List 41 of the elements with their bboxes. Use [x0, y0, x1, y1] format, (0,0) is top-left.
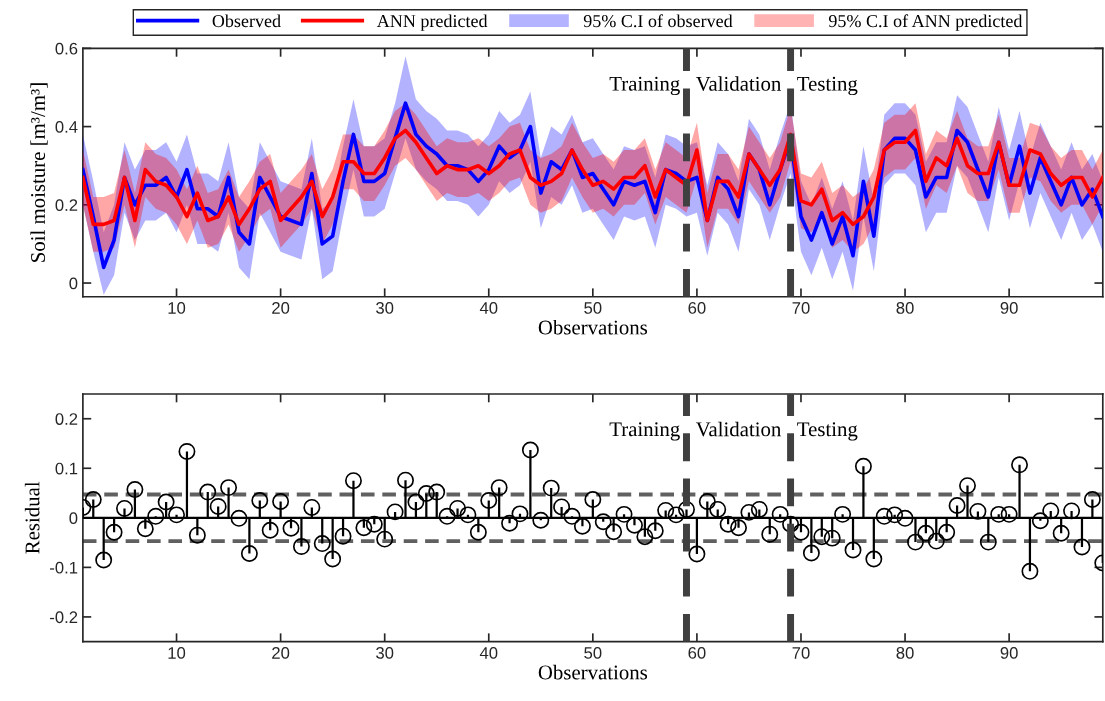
x-tick-label: 30: [376, 647, 394, 659]
y-tick-label: 0: [69, 277, 78, 290]
y-tick-label: -0.1: [50, 561, 78, 574]
y-tick-label: 0.4: [55, 121, 78, 133]
y-axis-title: Soil moisture [m³/m³]: [30, 83, 48, 262]
annotation: Testing: [797, 422, 858, 441]
x-tick-label: 50: [584, 647, 602, 659]
annotation: Validation: [695, 76, 782, 91]
legend-label: ANN predicted: [376, 14, 488, 31]
x-tick-label: 80: [896, 302, 914, 314]
annotation: Testing: [797, 76, 858, 96]
y-tick-label: 0.6: [55, 42, 78, 55]
annotation: Training: [609, 76, 680, 96]
y-tick-label: 0.2: [55, 413, 78, 425]
x-tick-label: 10: [168, 647, 186, 659]
x-tick-label: 50: [584, 302, 602, 314]
x-tick-label: 90: [1000, 302, 1018, 314]
x-tick-label: 20: [272, 302, 290, 314]
legend-label: 95% C.I of ANN predicted: [828, 14, 1023, 31]
x-tick-label: 90: [1000, 647, 1018, 659]
x-tick-label: 80: [896, 647, 914, 659]
y-axis-title: Residual: [24, 481, 40, 554]
annotation: Training: [609, 422, 680, 441]
annotation: Validation: [695, 421, 782, 437]
x-tick-label: 70: [792, 647, 810, 659]
x-tick-label: 20: [272, 647, 290, 659]
x-tick-label: 30: [376, 302, 394, 314]
x-tick-label: 70: [792, 302, 810, 314]
x-tick-label: 60: [688, 647, 706, 659]
legend-label: Observed: [212, 14, 281, 28]
x-tick-label: 40: [479, 302, 498, 314]
x-axis-title: Observations: [538, 664, 648, 680]
y-tick-label: 0.2: [55, 199, 78, 212]
y-tick-label: 0: [69, 512, 78, 525]
y-tick-label: 0.1: [55, 462, 78, 475]
y-tick-label: -0.2: [50, 611, 78, 624]
x-axis-title: Observations: [538, 319, 648, 335]
legend-label: 95% C.I of observed: [583, 14, 733, 28]
x-tick-label: 40: [479, 647, 498, 659]
x-tick-label: 60: [688, 302, 706, 314]
x-tick-label: 10: [168, 302, 186, 314]
